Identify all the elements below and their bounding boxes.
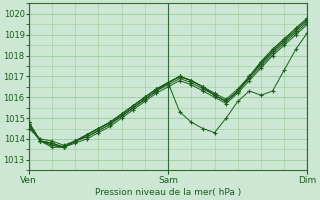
X-axis label: Pression niveau de la mer( hPa ): Pression niveau de la mer( hPa ) xyxy=(95,188,241,197)
